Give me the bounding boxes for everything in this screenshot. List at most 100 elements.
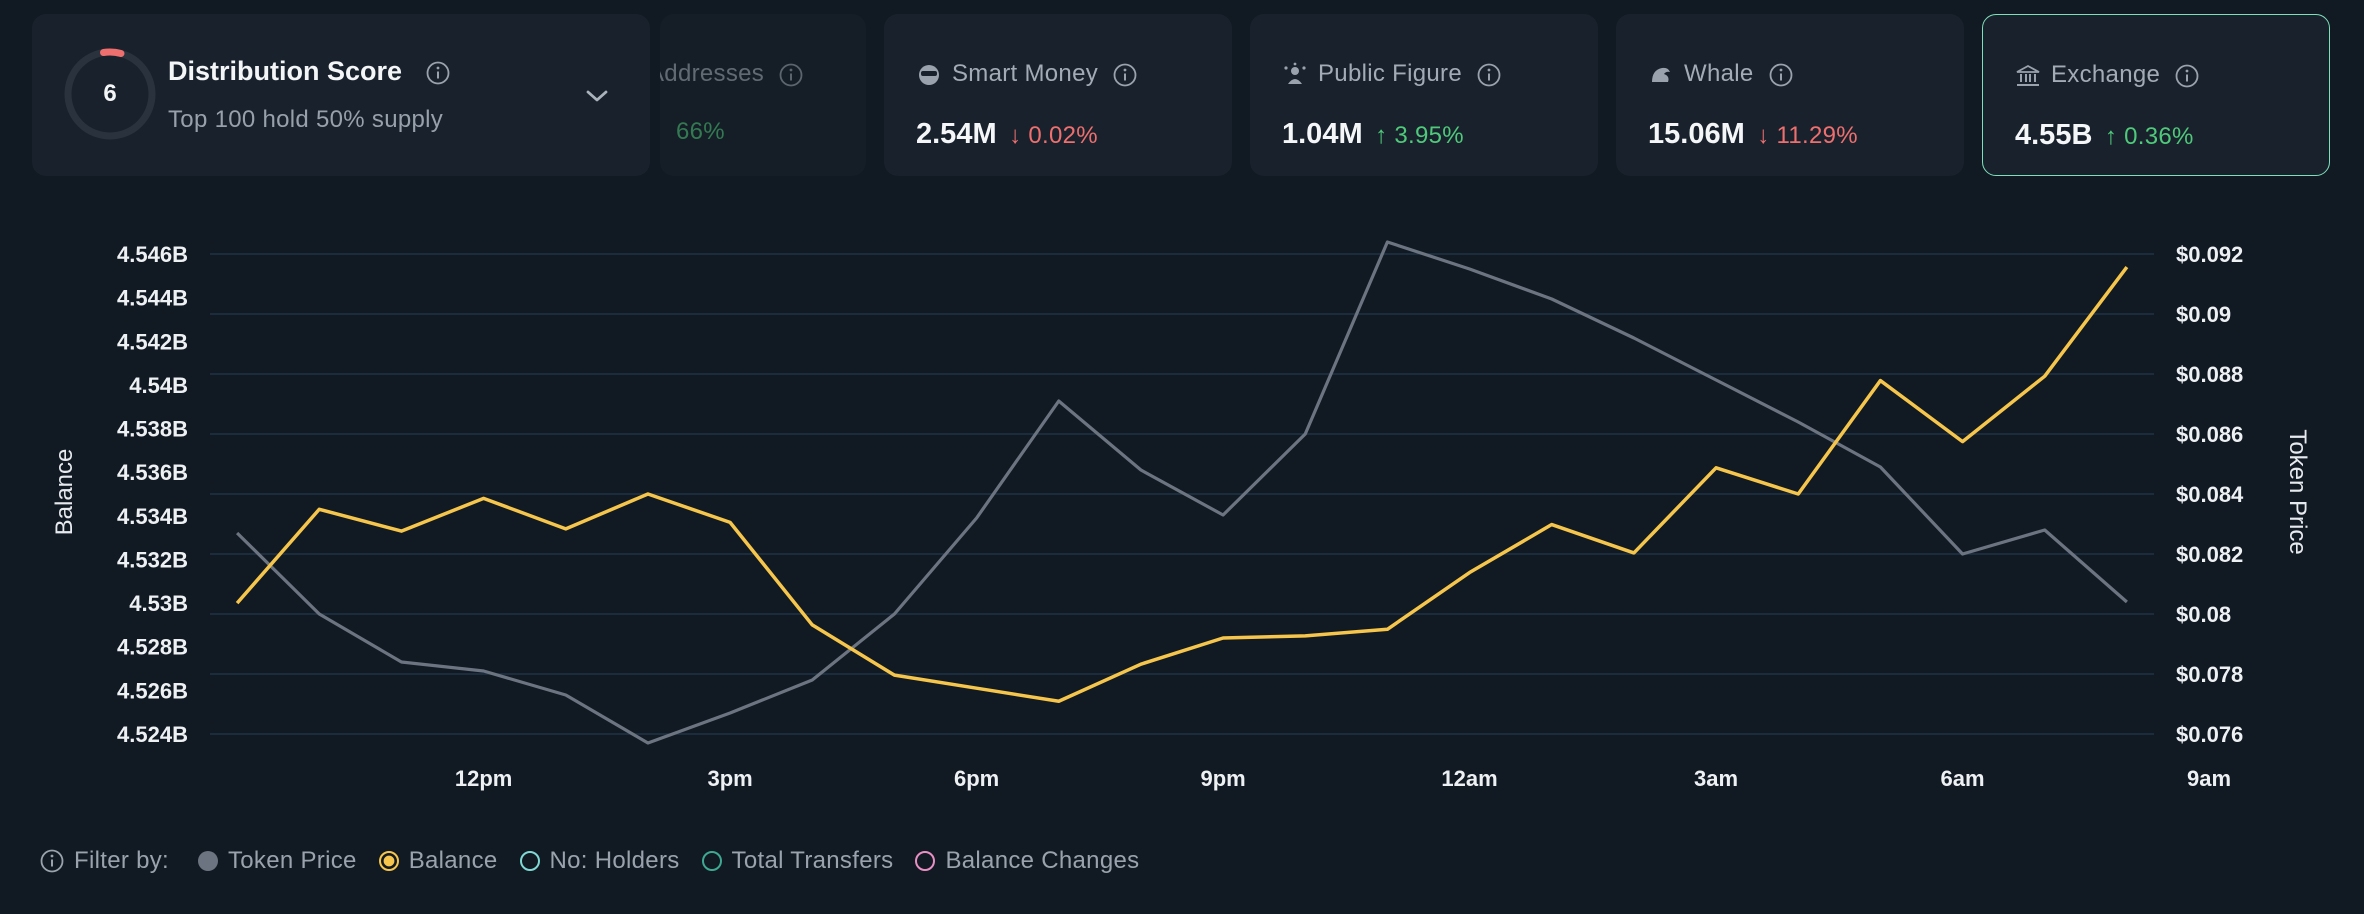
left-tick-label: 4.524B <box>117 722 188 747</box>
left-tick-label: 4.532B <box>117 547 188 572</box>
x-tick-label: 9pm <box>1200 766 1245 791</box>
metric-card-public-figure[interactable]: Public Figure 1.04M ↑ 3.95% <box>1250 14 1598 176</box>
score-subtitle: Top 100 hold 50% supply <box>168 106 444 133</box>
legend-filter: Filter by: Token Price Balance No: Holders… <box>40 846 1161 875</box>
legend-radio-icon[interactable] <box>378 851 399 872</box>
left-tick-label: 4.538B <box>117 417 188 442</box>
info-icon[interactable] <box>426 61 450 85</box>
x-tick-label: 6am <box>1941 766 1985 791</box>
legend-label: No: Holders <box>549 846 680 874</box>
legend-item-balance[interactable]: Balance <box>378 846 498 875</box>
legend-radio-icon[interactable] <box>915 851 936 872</box>
score-ring-icon <box>64 48 156 140</box>
metric-amount: 1.04M <box>1282 118 1363 150</box>
metric-label: Smart Money <box>916 60 1137 88</box>
score-title: Distribution Score <box>168 56 450 87</box>
right-tick-label: $0.076 <box>2176 722 2243 747</box>
left-tick-label: 4.546B <box>117 242 188 267</box>
arrow-up-icon: ↑ <box>1375 122 1388 149</box>
x-axis-ticks: 12pm 3pm 6pm 9pm 12am 3am 6am 9am <box>455 766 2231 791</box>
metric-amount: 2.54M <box>916 118 997 150</box>
left-tick-label: 4.542B <box>117 329 188 354</box>
metric-label: Public Figure <box>1282 60 1501 88</box>
right-tick-label: $0.082 <box>2176 542 2243 567</box>
info-icon[interactable] <box>779 63 803 87</box>
metric-card-smart-money[interactable]: Smart Money 2.54M ↓ 0.02% <box>884 14 1232 176</box>
legend-label: Balance Changes <box>945 846 1140 874</box>
metric-value: 15.06M ↓ 11.29% <box>1648 118 1858 151</box>
right-tick-label: $0.092 <box>2176 242 2243 267</box>
right-tick-label: $0.08 <box>2176 602 2231 627</box>
metric-value: 66% <box>668 118 725 146</box>
legend-item-token-price[interactable]: Token Price <box>197 846 357 875</box>
metric-change: 3.95% <box>1394 122 1464 149</box>
metric-label: Addresses <box>660 60 803 88</box>
left-tick-label: 4.534B <box>117 504 188 529</box>
info-icon[interactable] <box>2175 64 2199 88</box>
metric-amount: 4.55B <box>2015 119 2093 151</box>
right-tick-label: $0.086 <box>2176 422 2243 447</box>
filter-label: Filter by: <box>74 846 170 874</box>
legend-radio-icon[interactable] <box>197 851 218 872</box>
metric-value: 1.04M ↑ 3.95% <box>1282 118 1464 151</box>
whale-icon <box>1652 67 1670 82</box>
metric-change: 0.02% <box>1028 122 1098 149</box>
legend-item-no-holders[interactable]: No: Holders <box>519 846 680 875</box>
metric-change: 0.36% <box>2124 123 2194 150</box>
info-icon[interactable] <box>1477 63 1501 87</box>
chart-grid <box>210 253 2154 735</box>
chart-series <box>235 240 2129 745</box>
score-value: 6 <box>103 80 117 107</box>
info-icon[interactable] <box>1769 63 1793 87</box>
metric-change: 66% <box>676 118 725 145</box>
x-tick-label: 12am <box>1441 766 1497 791</box>
exchange-icon <box>2016 64 2040 86</box>
legend-radio-icon[interactable] <box>701 851 722 872</box>
x-tick-label: 3am <box>1694 766 1738 791</box>
arrow-down-icon: ↓ <box>1009 122 1022 149</box>
x-tick-label: 9am <box>2187 766 2231 791</box>
right-tick-label: $0.084 <box>2176 482 2244 507</box>
left-axis-ticks: 4.546B 4.544B 4.542B 4.54B 4.538B 4.536B 4.534… <box>117 242 188 747</box>
arrow-down-icon: ↓ <box>1757 122 1770 149</box>
right-tick-label: $0.088 <box>2176 362 2243 387</box>
legend-label: Balance <box>408 846 498 874</box>
right-tick-label: $0.078 <box>2176 662 2243 687</box>
metric-change: 11.29% <box>1776 122 1858 149</box>
left-tick-label: 4.544B <box>117 286 188 311</box>
metric-label: Exchange <box>2015 61 2199 89</box>
token-price-series-line <box>235 240 2128 745</box>
left-tick-label: 4.526B <box>117 678 188 703</box>
left-tick-label: 4.528B <box>117 635 188 660</box>
left-tick-label: 4.54B <box>129 373 188 398</box>
balance-price-chart[interactable]: 4.546B 4.544B 4.542B 4.54B 4.538B 4.536B 4.534… <box>0 180 2364 820</box>
metric-amount: 15.06M <box>1648 118 1745 150</box>
left-tick-label: 4.536B <box>117 460 188 485</box>
legend-label: Token Price <box>227 846 357 874</box>
metric-value: 2.54M ↓ 0.02% <box>916 118 1098 151</box>
metric-card-addresses[interactable]: Addresses 66% <box>660 14 866 176</box>
legend-label: Total Transfers <box>731 846 894 874</box>
left-axis-label: Balance <box>51 449 78 536</box>
distribution-score-card[interactable]: 6 Distribution Score Top 100 hold 50% su… <box>32 14 650 176</box>
x-tick-label: 6pm <box>954 766 999 791</box>
info-icon[interactable] <box>40 849 64 873</box>
x-tick-label: 12pm <box>455 766 512 791</box>
legend-radio-icon[interactable] <box>519 851 540 872</box>
metric-card-exchange[interactable]: Exchange 4.55B ↑ 0.36% <box>1982 14 2330 176</box>
metric-value: 4.55B ↑ 0.36% <box>2015 119 2194 152</box>
arrow-up-icon: ↑ <box>2104 123 2118 150</box>
metric-label: Whale <box>1648 60 1793 88</box>
public-figure-icon <box>1284 62 1306 84</box>
right-axis-ticks: $0.092 $0.09 $0.088 $0.086 $0.084 $0.082 $0.08… <box>2176 242 2244 747</box>
x-tick-label: 3pm <box>707 766 752 791</box>
balance-series-line <box>235 266 2129 704</box>
legend-item-total-transfers[interactable]: Total Transfers <box>701 846 894 875</box>
right-axis-label: Token Price <box>2284 429 2311 554</box>
info-icon[interactable] <box>1113 63 1137 87</box>
metric-card-whale[interactable]: Whale 15.06M ↓ 11.29% <box>1616 14 1964 176</box>
legend-item-balance-changes[interactable]: Balance Changes <box>915 847 1139 875</box>
chevron-down-icon[interactable] <box>584 86 610 106</box>
right-tick-label: $0.09 <box>2176 302 2231 327</box>
left-tick-label: 4.53B <box>129 591 188 616</box>
